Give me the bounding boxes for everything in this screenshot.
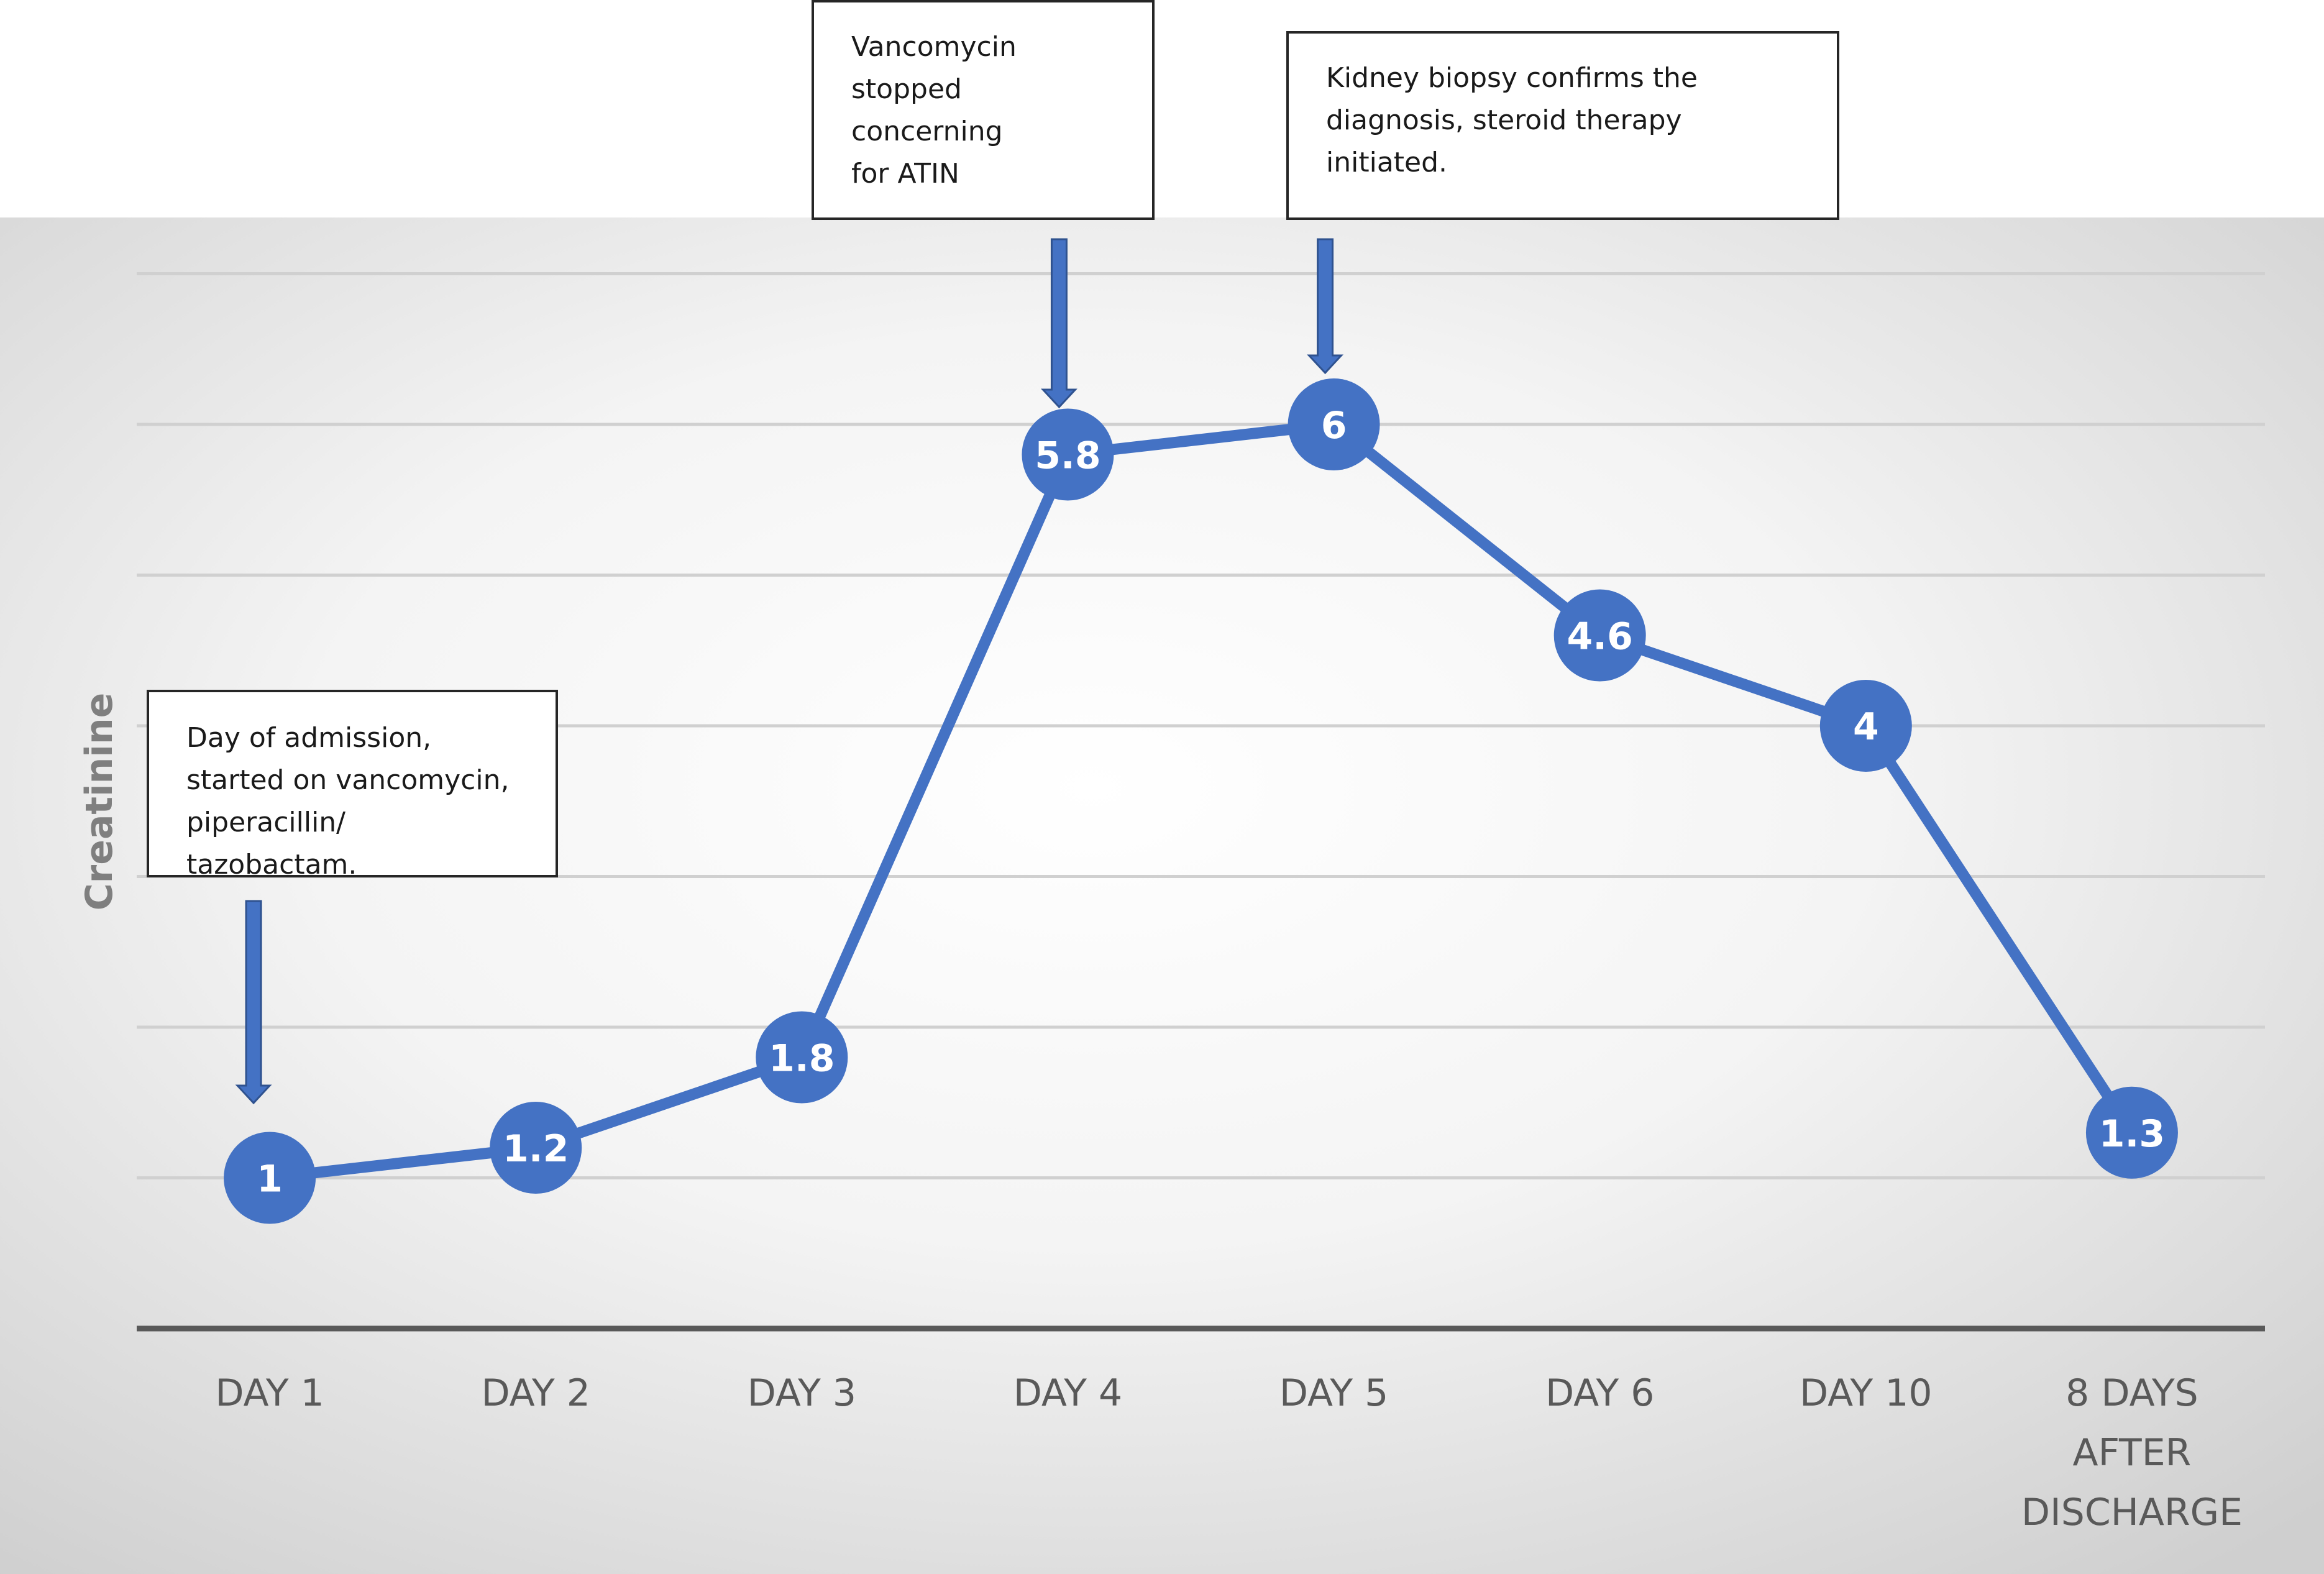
x-tick-label-line: DAY 6 — [1545, 1371, 1654, 1415]
x-tick-label-line: AFTER — [2073, 1431, 2192, 1475]
data-label: 4.6 — [1567, 615, 1633, 659]
annotation-arrow — [1041, 238, 1077, 409]
annotation-arrows — [235, 238, 1343, 1105]
x-tick-label-line: DAY 10 — [1800, 1371, 1933, 1415]
series-markers: 1 1.2 1.8 5.8 6 4.6 4 1.3 — [224, 378, 2178, 1224]
data-point — [1022, 408, 1114, 501]
annotation-arrow — [235, 900, 272, 1105]
x-tick-labels: DAY 1 DAY 2 DAY 3 DAY 4 DAY 5 DAY 6 DAY 10 8 DA… — [215, 1371, 2243, 1534]
data-point — [1553, 589, 1646, 682]
x-tick-label-line: DAY 1 — [215, 1371, 324, 1415]
x-tick-label: 8 DAYS AFTER DISCHARGE — [2021, 1371, 2243, 1534]
data-point — [490, 1102, 582, 1194]
data-label: 1.3 — [2099, 1112, 2165, 1156]
x-tick-label-line: DAY 4 — [1013, 1371, 1122, 1415]
annotation-biopsy: Kidney biopsy confirms the diagnosis, st… — [1286, 31, 1839, 220]
x-tick-label-line: DAY 3 — [748, 1371, 856, 1415]
data-point — [1819, 680, 1912, 772]
x-tick-label: DAY 6 — [1545, 1371, 1654, 1415]
x-tick-label-line: DAY 5 — [1279, 1371, 1388, 1415]
data-label: 5.8 — [1035, 434, 1100, 478]
x-tick-label: DAY 1 — [215, 1371, 324, 1415]
annotation-admission: Day of admission, started on vancomycin,… — [147, 690, 558, 881]
annotation-arrow — [1307, 238, 1343, 375]
series-line — [264, 419, 2138, 1184]
y-axis-title: Creatinine — [78, 692, 121, 911]
data-point — [1288, 378, 1380, 470]
data-label: 1 — [257, 1158, 283, 1201]
x-tick-label: DAY 10 — [1800, 1371, 1933, 1415]
x-tick-label-line: DISCHARGE — [2021, 1491, 2243, 1534]
x-tick-label: DAY 4 — [1013, 1371, 1122, 1415]
x-tick-label-line: 8 DAYS — [2066, 1371, 2198, 1415]
x-tick-label: DAY 3 — [748, 1371, 856, 1415]
x-tick-label: DAY 2 — [481, 1371, 590, 1415]
series-line-path — [264, 419, 2138, 1184]
data-label: 6 — [1321, 404, 1347, 447]
data-point — [756, 1011, 848, 1104]
data-label: 1.8 — [769, 1037, 835, 1081]
data-label: 1.2 — [503, 1127, 569, 1171]
data-point — [224, 1132, 316, 1224]
annotation-vancomycin-stopped: Vancomycin stopped concerning for ATIN — [812, 0, 1155, 220]
data-label: 4 — [1853, 705, 1879, 749]
x-tick-label-line: DAY 2 — [481, 1371, 590, 1415]
data-point — [2085, 1086, 2178, 1179]
x-tick-label: DAY 5 — [1279, 1371, 1388, 1415]
